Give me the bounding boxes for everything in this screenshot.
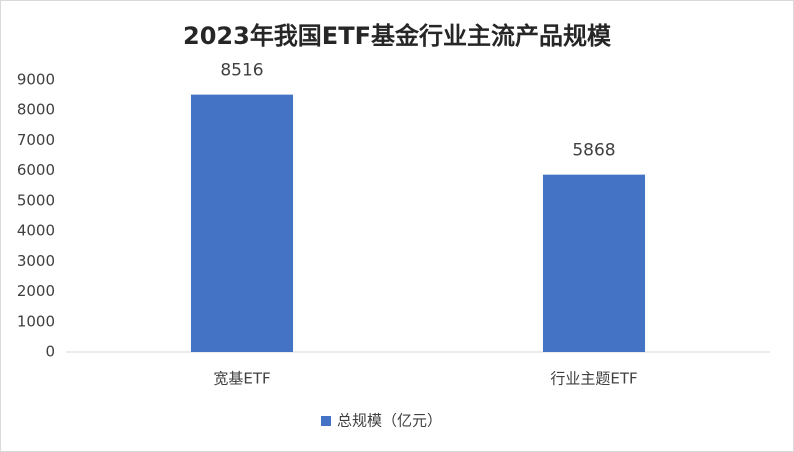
y-tick-label: 1000 (17, 312, 55, 330)
bar (542, 174, 646, 352)
x-tick-label: 宽基ETF (213, 370, 270, 388)
x-tick-label: 行业主题ETF (550, 370, 637, 388)
y-tick-label: 2000 (17, 282, 55, 300)
y-tick-label: 8000 (17, 101, 55, 119)
y-tick-label: 6000 (17, 161, 55, 179)
data-label: 8516 (220, 61, 263, 81)
y-tick-label: 5000 (17, 191, 55, 209)
bar (190, 94, 294, 352)
legend-swatch (321, 416, 331, 426)
y-tick-label: 3000 (17, 252, 55, 270)
y-tick-label: 0 (45, 343, 55, 361)
y-tick-label: 7000 (17, 131, 55, 149)
y-tick-label: 4000 (17, 222, 55, 240)
y-tick-label: 9000 (17, 71, 55, 89)
legend-label: 总规模（亿元） (337, 412, 442, 430)
chart-title: 2023年我国ETF基金行业主流产品规模 (183, 22, 612, 50)
data-label: 5868 (572, 141, 615, 161)
